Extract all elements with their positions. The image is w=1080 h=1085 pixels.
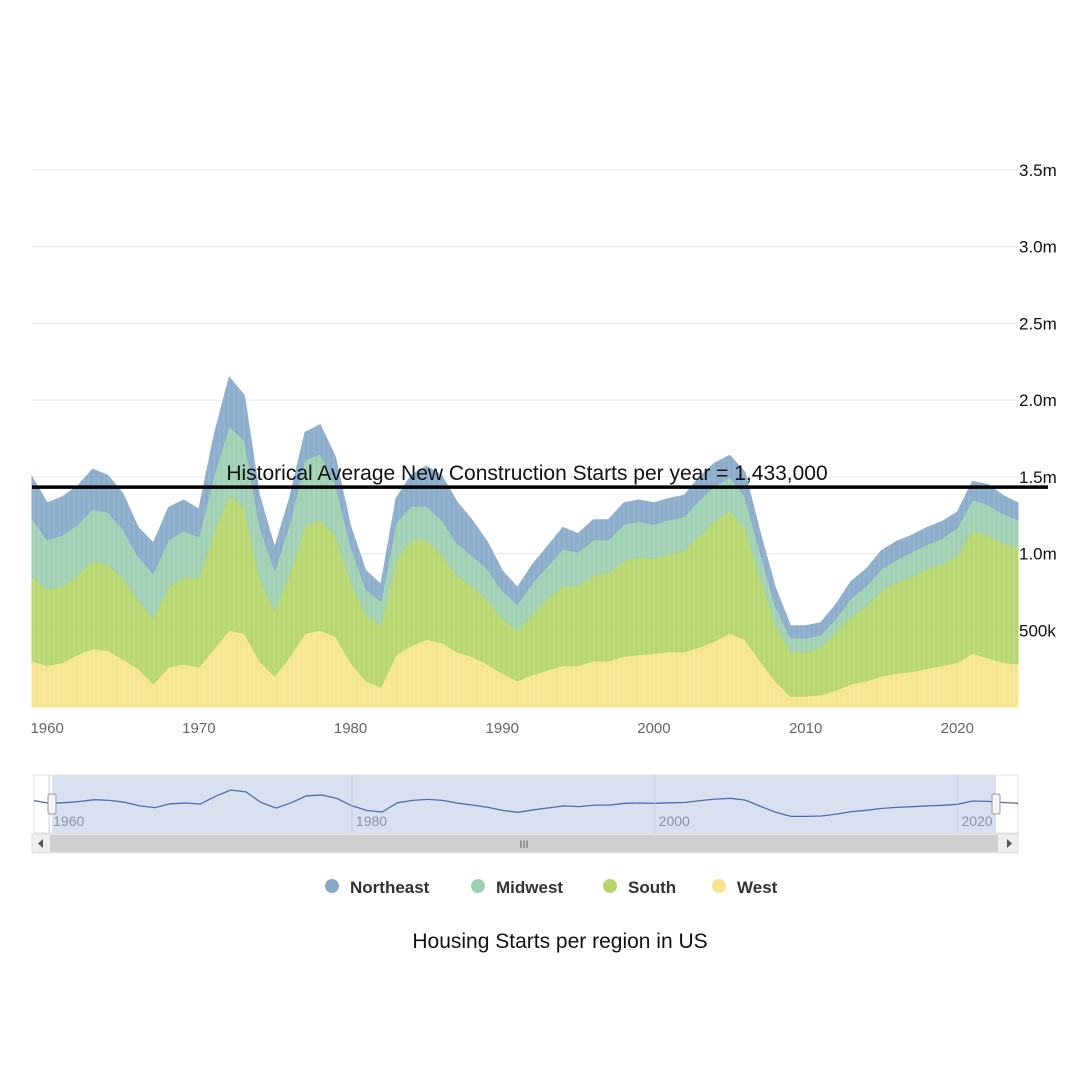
x-tick-label: 1970 <box>182 720 215 737</box>
navigator-tick-label: 1980 <box>356 813 387 829</box>
navigator-tick-label: 2000 <box>659 813 690 829</box>
navigator-tick-label: 1960 <box>53 813 84 829</box>
legend-marker-midwest[interactable] <box>471 879 485 893</box>
navigator-tick-label: 2020 <box>961 813 992 829</box>
scrollbar-grip: III <box>519 839 528 851</box>
legend-marker-west[interactable] <box>712 879 726 893</box>
x-tick-label: 1980 <box>334 720 367 737</box>
average-line-label: Historical Average New Construction Star… <box>226 462 827 485</box>
y-tick-label: 3.0m <box>1019 238 1057 257</box>
x-tick-label: 2020 <box>941 720 974 737</box>
y-tick-label: 3.5m <box>1019 161 1057 180</box>
y-tick-label: 1.0m <box>1019 545 1057 564</box>
y-tick-label: 500k <box>1019 621 1056 640</box>
navigator-left-handle[interactable] <box>47 793 57 815</box>
legend-label-south: South <box>628 878 676 897</box>
scroll-left-arrow-icon[interactable] <box>38 839 43 848</box>
x-tick-label: 1960 <box>30 720 63 737</box>
chart-caption: Housing Starts per region in US <box>412 930 707 953</box>
navigator-right-handle[interactable] <box>991 793 1001 815</box>
x-tick-label: 2000 <box>637 720 670 737</box>
y-tick-label: 2.5m <box>1019 314 1057 333</box>
legend-label-midwest: Midwest <box>496 878 563 897</box>
legend-marker-south[interactable] <box>603 879 617 893</box>
legend-marker-northeast[interactable] <box>325 879 339 893</box>
x-tick-label: 2010 <box>789 720 822 737</box>
area-series-northeast <box>31 376 1019 639</box>
scroll-right-arrow-icon[interactable] <box>1007 839 1012 848</box>
legend-label-northeast: Northeast <box>350 878 430 897</box>
y-tick-label: 1.5m <box>1019 468 1057 487</box>
legend-label-west: West <box>737 878 778 897</box>
scrollbar-thumb[interactable] <box>50 835 998 852</box>
y-tick-label: 2.0m <box>1019 391 1057 410</box>
navigator-selection[interactable] <box>52 775 996 833</box>
navigator-line <box>33 789 1019 818</box>
x-tick-label: 1990 <box>486 720 519 737</box>
